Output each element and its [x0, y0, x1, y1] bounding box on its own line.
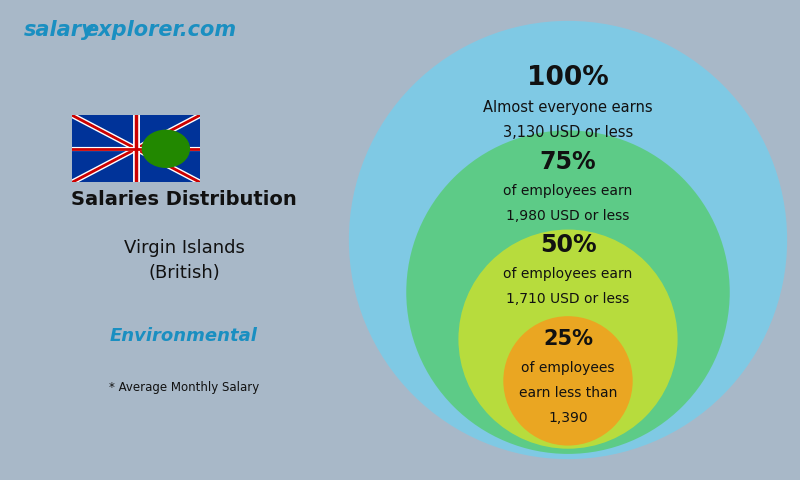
Text: Salaries Distribution: Salaries Distribution — [71, 190, 297, 209]
Text: earn less than: earn less than — [519, 386, 617, 400]
Text: Environmental: Environmental — [110, 327, 258, 346]
Text: Virgin Islands
(British): Virgin Islands (British) — [123, 239, 245, 282]
Text: of employees: of employees — [522, 361, 614, 375]
Circle shape — [503, 316, 633, 445]
Text: Almost everyone earns: Almost everyone earns — [483, 100, 653, 115]
Text: 100%: 100% — [527, 65, 609, 91]
Text: * Average Monthly Salary: * Average Monthly Salary — [109, 381, 259, 394]
Text: 3,130 USD or less: 3,130 USD or less — [503, 125, 633, 140]
Text: explorer.com: explorer.com — [84, 20, 236, 40]
Text: 50%: 50% — [540, 233, 596, 257]
Text: of employees earn: of employees earn — [503, 184, 633, 198]
Circle shape — [349, 21, 787, 459]
Text: 1,710 USD or less: 1,710 USD or less — [506, 292, 630, 306]
Circle shape — [142, 130, 190, 167]
Circle shape — [406, 131, 730, 454]
Text: 1,390: 1,390 — [548, 411, 588, 425]
Text: 75%: 75% — [540, 150, 596, 174]
Text: 1,980 USD or less: 1,980 USD or less — [506, 209, 630, 223]
Text: salary: salary — [24, 20, 96, 40]
Text: 25%: 25% — [543, 329, 593, 349]
Circle shape — [458, 229, 678, 449]
Text: of employees earn: of employees earn — [503, 267, 633, 281]
